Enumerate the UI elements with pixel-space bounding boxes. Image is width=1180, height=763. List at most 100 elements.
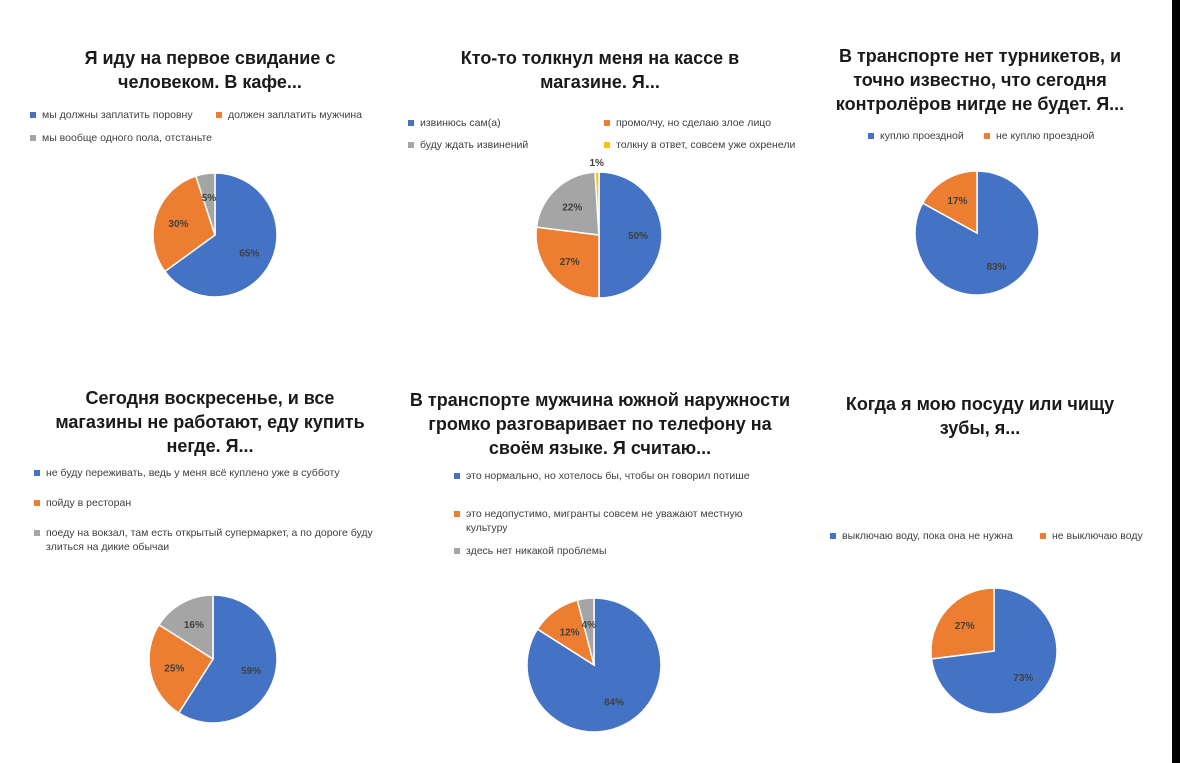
legend-swatch — [34, 470, 40, 476]
legend-swatch — [216, 112, 222, 118]
pie-slice — [930, 587, 995, 660]
chart-no-turnstiles: В транспорте нет турникетов, и точно изв… — [800, 40, 1160, 340]
legend-swatch — [408, 142, 414, 148]
pie-slice — [535, 226, 600, 299]
legend-item: толкну в ответ, совсем уже охренели — [604, 138, 795, 152]
pie: 59% 25% 16% — [148, 594, 278, 724]
legend-item: пойду в ресторан — [34, 496, 384, 510]
legend-swatch — [30, 112, 36, 118]
chart-sunday-shops: Сегодня воскресенье, и все магазины не р… — [20, 380, 400, 763]
legend-swatch — [868, 133, 874, 139]
right-edge-bar — [1172, 0, 1180, 763]
chart-title: В транспорте нет турникетов, и точно изв… — [835, 46, 1125, 114]
pie: 65% 30% 5% — [152, 172, 278, 298]
legend-item: это недопустимо, мигранты совсем не уваж… — [454, 507, 764, 535]
legend-label: не выключаю воду — [1052, 530, 1143, 542]
chart-title: Сегодня воскресенье, и все магазины не р… — [55, 388, 365, 456]
legend-label: промолчу, но сделаю злое лицо — [616, 117, 772, 129]
legend-label: мы вообще одного пола, отстаньте — [42, 132, 212, 144]
legend-swatch — [454, 473, 460, 479]
pie-slice-label: 5% — [202, 193, 217, 204]
legend-swatch — [454, 548, 460, 554]
pie-slice — [594, 171, 600, 236]
legend-swatch — [984, 133, 990, 139]
legend-item: мы вообще одного пола, отстаньте — [30, 131, 212, 145]
pie-slice — [598, 171, 663, 299]
legend-label: выключаю воду, пока она не нужна — [842, 530, 1013, 542]
legend-item: поеду на вокзал, там есть открытый супер… — [34, 526, 379, 554]
legend-label: должен заплатить мужчина — [228, 109, 362, 121]
pie: 84% 12%4% — [526, 597, 662, 733]
pie-slice-label: 17% — [947, 196, 967, 207]
pie-slice — [194, 172, 216, 236]
legend-swatch — [604, 120, 610, 126]
legend-label: это нормально, но хотелось бы, чтобы он … — [466, 470, 750, 482]
pie-slice-label: 59% — [241, 666, 261, 677]
legend-label: это недопустимо, мигранты совсем не уваж… — [466, 508, 743, 534]
pie-slice-label: 83% — [987, 262, 1007, 273]
legend-swatch — [30, 135, 36, 141]
pie-slice — [157, 594, 214, 661]
legend-item: не выключаю воду — [1040, 529, 1143, 543]
legend-swatch — [34, 530, 40, 536]
legend-label: пойду в ресторан — [46, 497, 132, 509]
chart-phone-talk: В транспорте мужчина южной наружности гр… — [400, 380, 800, 763]
legend-item: выключаю воду, пока она не нужна — [830, 529, 1013, 543]
legend-label: толкну в ответ, совсем уже охренели — [616, 139, 796, 151]
pie-slice-label: 30% — [168, 219, 188, 230]
legend-item: должен заплатить мужчина — [216, 108, 362, 122]
pie-slice — [163, 172, 278, 298]
pie-slice — [535, 171, 600, 236]
chart-title: В транспорте мужчина южной наружности гр… — [409, 390, 791, 458]
legend-label: здесь нет никакой проблемы — [466, 545, 607, 557]
legend-label: буду ждать извинений — [420, 139, 529, 151]
legend-label: извинюсь сам(а) — [420, 117, 501, 129]
legend-item: мы должны заплатить поровну — [30, 108, 193, 122]
pie-slice — [148, 623, 215, 715]
legend-label: куплю проездной — [880, 130, 964, 142]
pie-slice-label: 4% — [582, 620, 597, 631]
chart-checkout-push: Кто-то толкнул меня на кассе в магазине.… — [400, 40, 800, 340]
pie-slice-label: 1% — [589, 158, 604, 169]
pie-slice — [921, 170, 978, 235]
chart-title: Я иду на первое свидание с человеком. В … — [84, 48, 336, 92]
legend-label: не буду переживать, ведь у меня всё купл… — [46, 467, 340, 479]
pie: 50% 27% 22% 1% — [535, 158, 663, 299]
legend-swatch — [34, 500, 40, 506]
pie-slice-label: 22% — [562, 203, 582, 214]
pie-slice — [177, 594, 278, 724]
pie: 73% 27% — [930, 587, 1058, 715]
legend-label: поеду на вокзал, там есть открытый супер… — [46, 527, 373, 553]
legend-swatch — [1040, 533, 1046, 539]
pie-slice-label: 12% — [560, 627, 580, 638]
legend-item: здесь нет никакой проблемы — [454, 544, 784, 558]
chart-title: Когда я мою посуду или чищу зубы, я... — [845, 394, 1115, 438]
legend-label: не куплю проездной — [996, 130, 1095, 142]
legend-label: мы должны заплатить поровну — [42, 109, 193, 121]
chart-water-tap: Когда я мою посуду или чищу зубы, я... в… — [800, 380, 1160, 763]
pie-slice-label: 27% — [560, 257, 580, 268]
legend-item: промолчу, но сделаю злое лицо — [604, 116, 771, 130]
pie-slice-label: 65% — [239, 248, 259, 259]
legend-item: это нормально, но хотелось бы, чтобы он … — [454, 469, 784, 483]
pie-slice-label: 50% — [628, 231, 648, 242]
legend-swatch — [408, 120, 414, 126]
legend-swatch — [604, 142, 610, 148]
legend-swatch — [830, 533, 836, 539]
pie-slice — [152, 175, 216, 273]
legend-item: буду ждать извинений — [408, 138, 528, 152]
pie-slice-label: 84% — [604, 697, 624, 708]
chart-first-date: Я иду на первое свидание с человеком. В … — [20, 40, 400, 340]
legend-swatch — [454, 511, 460, 517]
legend-item: извинюсь сам(а) — [408, 116, 501, 130]
pie-slice — [576, 597, 595, 666]
pie-slice-label: 27% — [955, 621, 975, 632]
legend-item: куплю проездной — [868, 129, 964, 143]
pie: 83% 17% — [914, 170, 1040, 296]
legend-item: не куплю проездной — [984, 129, 1094, 143]
legend-item: не буду переживать, ведь у меня всё купл… — [34, 466, 384, 480]
pie-slice-label: 73% — [1013, 673, 1033, 684]
chart-title: Кто-то толкнул меня на кассе в магазине.… — [460, 48, 740, 92]
pie-slice-label: 16% — [184, 620, 204, 631]
pie-slice-label: 25% — [164, 664, 184, 675]
